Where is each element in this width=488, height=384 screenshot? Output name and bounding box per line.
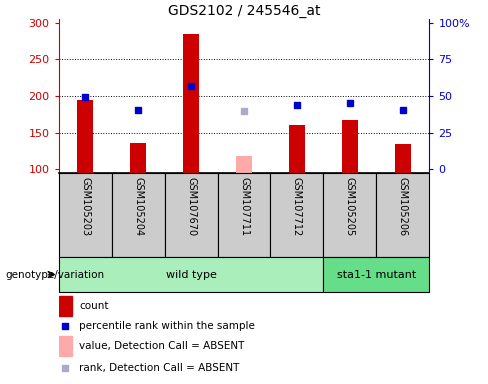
- Text: count: count: [79, 301, 108, 311]
- Bar: [112, 173, 164, 257]
- Bar: [77, 100, 93, 173]
- Bar: [59, 173, 112, 257]
- Text: rank, Detection Call = ABSENT: rank, Detection Call = ABSENT: [79, 363, 239, 373]
- Bar: [324, 257, 429, 292]
- Bar: [164, 173, 218, 257]
- Bar: [289, 125, 305, 173]
- Bar: [59, 257, 324, 292]
- Text: genotype/variation: genotype/variation: [5, 270, 104, 280]
- Text: GSM107711: GSM107711: [239, 177, 249, 236]
- Bar: [395, 144, 411, 173]
- Text: GSM105206: GSM105206: [398, 177, 408, 236]
- Bar: [324, 173, 376, 257]
- Bar: [270, 173, 324, 257]
- Bar: [183, 34, 199, 173]
- Bar: [236, 156, 252, 173]
- Bar: [130, 143, 146, 173]
- Bar: [342, 120, 358, 173]
- Text: sta1-1 mutant: sta1-1 mutant: [337, 270, 416, 280]
- Bar: [59, 296, 72, 316]
- Text: wild type: wild type: [165, 270, 217, 280]
- Text: GSM107670: GSM107670: [186, 177, 196, 236]
- Title: GDS2102 / 245546_at: GDS2102 / 245546_at: [168, 4, 320, 18]
- Text: GSM105204: GSM105204: [133, 177, 143, 236]
- Text: percentile rank within the sample: percentile rank within the sample: [79, 321, 255, 331]
- Text: GSM105203: GSM105203: [80, 177, 90, 236]
- Bar: [59, 336, 72, 356]
- Bar: [376, 173, 429, 257]
- Text: value, Detection Call = ABSENT: value, Detection Call = ABSENT: [79, 341, 244, 351]
- Text: GSM107712: GSM107712: [292, 177, 302, 236]
- Text: GSM105205: GSM105205: [345, 177, 355, 236]
- Bar: [218, 173, 270, 257]
